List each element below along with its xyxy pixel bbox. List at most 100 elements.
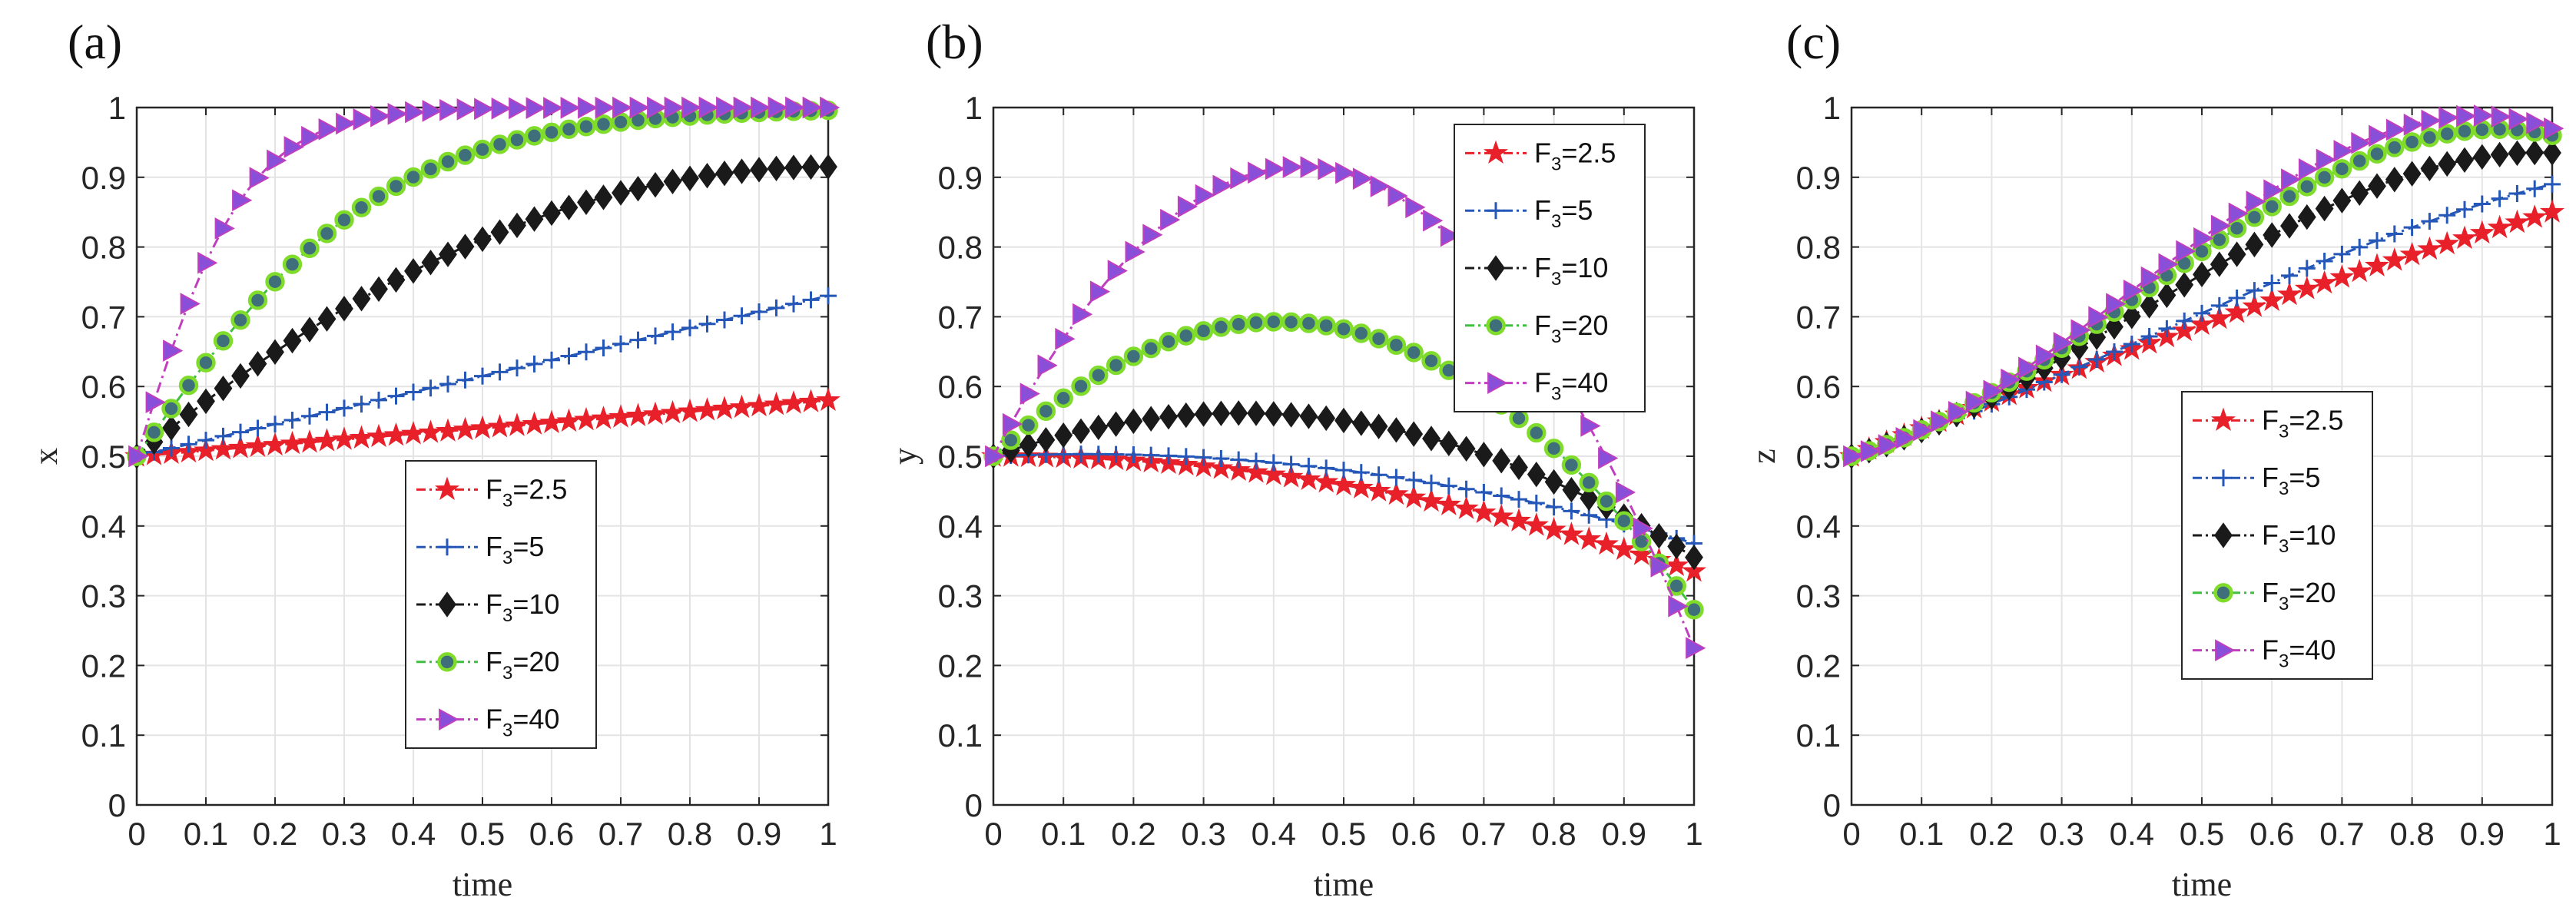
data-point [2123, 335, 2140, 353]
data-point [1351, 323, 1371, 343]
data-point [785, 96, 806, 119]
legend-entry-20: F3=20 [1534, 310, 1608, 347]
data-point [300, 238, 320, 258]
data-point [2297, 177, 2317, 197]
data-point [318, 403, 336, 421]
data-point [487, 414, 512, 438]
data-point [438, 151, 458, 172]
data-point [2246, 190, 2266, 213]
data-point [2122, 303, 2141, 330]
data-point [508, 212, 526, 239]
data-point [1107, 260, 1128, 282]
data-point [1527, 461, 1546, 488]
data-point [1314, 469, 1339, 493]
data-point [1493, 487, 1510, 505]
data-point [767, 96, 788, 119]
data-point [2106, 343, 2123, 361]
data-point [2228, 202, 2249, 225]
data-point [1579, 472, 1599, 493]
data-point [178, 375, 199, 396]
data-point [2399, 241, 2425, 266]
data-point [1036, 401, 1056, 421]
data-point [1440, 224, 1461, 247]
data-point [2001, 368, 2021, 391]
data-point [628, 175, 648, 202]
data-point [314, 428, 340, 452]
data-point [1002, 412, 1023, 436]
chart-a: (a) 0 0.1 0.2 0.3 0.4 0.5 0.6 0.7 0.8 0.9 1 0 0.1 0.2 0… [27, 15, 840, 903]
legend-marker [439, 538, 456, 556]
legend-marker [2214, 522, 2233, 548]
data-point [2365, 253, 2389, 277]
data-point [525, 355, 543, 373]
x-tick-label: 0.5 [460, 816, 505, 852]
data-point [1351, 410, 1371, 436]
data-point [1208, 455, 1234, 479]
data-point [2544, 117, 2564, 140]
data-point [1405, 196, 1426, 219]
legend-box [2181, 391, 2373, 680]
data-point [162, 415, 181, 441]
x-tick-label: 0.3 [2039, 816, 2084, 852]
data-point [1125, 240, 1145, 263]
data-point [1352, 464, 1370, 482]
data-point [539, 409, 565, 433]
data-point [1053, 388, 1073, 409]
data-point [1423, 474, 1440, 492]
legend-marker [1487, 255, 1505, 281]
data-point [1247, 400, 1265, 426]
data-point [504, 412, 530, 436]
data-point [2402, 132, 2422, 152]
data-point [2210, 214, 2232, 237]
data-point [715, 160, 734, 187]
data-point [2189, 311, 2215, 336]
data-point [163, 339, 184, 362]
data-point [370, 104, 391, 128]
data-point [2539, 199, 2565, 223]
data-point [2206, 305, 2232, 330]
data-point [366, 423, 391, 448]
y-tick-label: 0.2 [938, 647, 983, 684]
data-point [660, 399, 685, 424]
data-point [629, 96, 650, 119]
data-point [751, 303, 767, 321]
data-point [1071, 376, 1091, 396]
data-point [1387, 184, 1408, 207]
data-point [1404, 421, 1424, 447]
y-tick-label: 0.5 [1796, 439, 1841, 475]
data-point [1559, 522, 1584, 545]
data-point [1159, 403, 1178, 430]
data-point [2333, 140, 2354, 162]
data-point [2088, 350, 2106, 368]
y-tick-label: 0.7 [81, 299, 126, 335]
data-point [525, 206, 544, 232]
data-point [283, 412, 301, 429]
x-tick-label: 0.1 [184, 816, 228, 852]
data-point [1248, 452, 1265, 470]
data-point [1878, 434, 1898, 456]
data-point [1650, 555, 1671, 578]
data-point [455, 145, 476, 165]
data-point [2246, 282, 2263, 300]
data-point [1072, 418, 1090, 444]
data-point [764, 392, 789, 416]
data-point [1265, 454, 1282, 472]
legend-entry-2.5: F3=2.5 [486, 473, 567, 511]
data-point [1281, 402, 1301, 428]
data-point [578, 343, 595, 361]
data-point [1457, 480, 1475, 498]
legend-marker [1486, 316, 1506, 336]
data-point [507, 130, 527, 150]
data-point [1331, 472, 1356, 496]
data-point [2226, 218, 2247, 238]
y-axis-label: x [27, 448, 65, 465]
data-point [1649, 523, 1669, 549]
data-point [1160, 447, 1177, 465]
data-point [386, 267, 406, 293]
data-point [1212, 450, 1230, 468]
data-point [2385, 118, 2407, 141]
data-point [1296, 466, 1321, 490]
data-point [161, 399, 181, 419]
data-point [1246, 313, 1266, 333]
legend-marker [1483, 140, 1509, 164]
